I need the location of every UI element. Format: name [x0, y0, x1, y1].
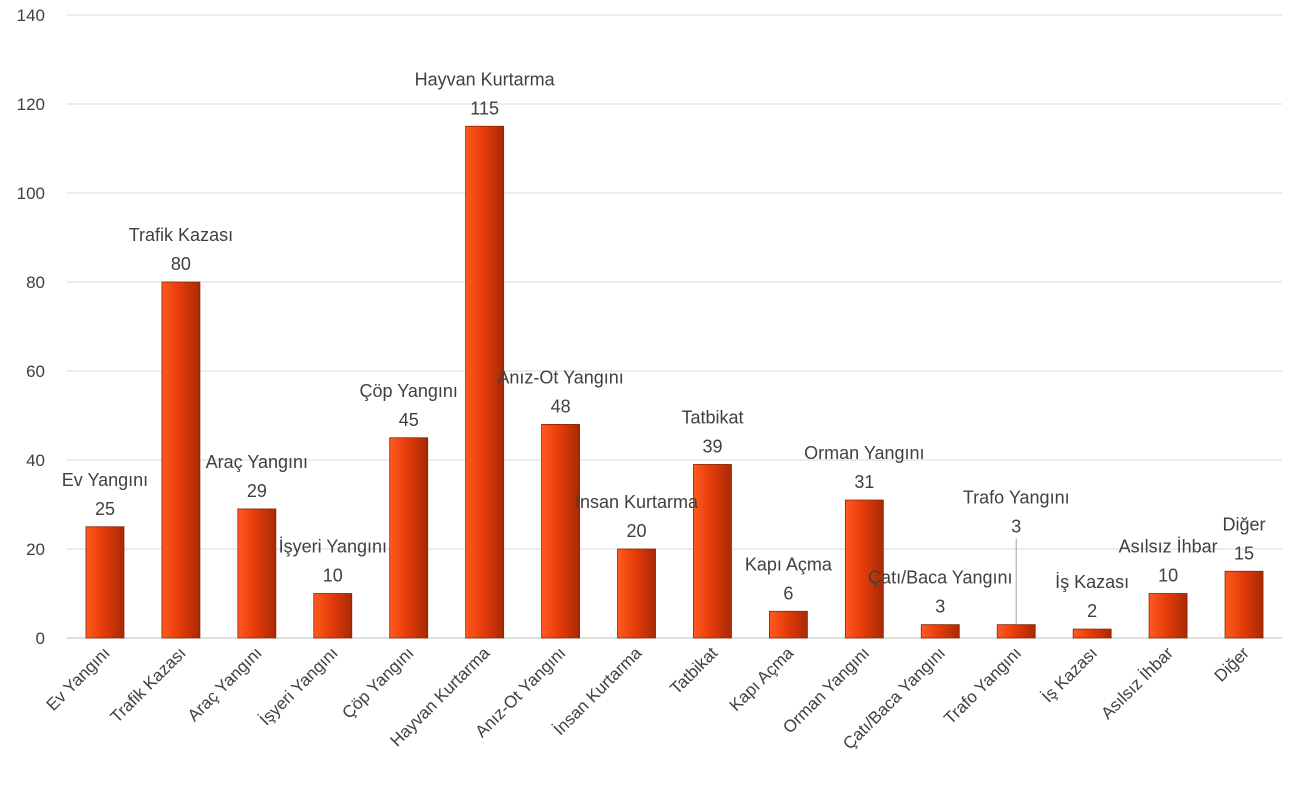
y-axis-ticks: 0 20 40 60 80 100 120 140: [17, 6, 45, 648]
data-label-category: Çatı/Baca Yangını: [868, 568, 1012, 588]
bar: [617, 548, 656, 639]
y-tick-label: 100: [17, 184, 45, 203]
data-label-value: 15: [1234, 543, 1254, 563]
bar: [1072, 628, 1112, 639]
bar: [844, 499, 884, 639]
x-tick-label: Diğer: [1211, 643, 1253, 685]
x-tick-label: İşyeri Yangını: [256, 643, 342, 729]
y-tick-label: 0: [36, 629, 45, 648]
x-tick-label: Asılsız İhbar: [1097, 643, 1177, 723]
y-tick-label: 40: [26, 451, 45, 470]
bar: [85, 526, 125, 639]
bar: [1224, 570, 1264, 639]
data-label-category: Çöp Yangını: [360, 381, 458, 401]
data-label-value: 45: [399, 410, 419, 430]
data-label-value: 29: [247, 481, 267, 501]
data-label-value: 6: [783, 583, 793, 603]
data-label-category: İnsan Kurtarma: [575, 492, 699, 512]
data-label-category: Hayvan Kurtarma: [415, 69, 556, 89]
data-label-category: Trafo Yangını: [963, 488, 1070, 508]
data-label-category: Ev Yangını: [62, 470, 148, 490]
data-label-category: Kapı Açma: [745, 554, 833, 574]
x-tick-label: Ev Yangını: [43, 643, 114, 714]
x-tick-label: Araç Yangını: [184, 643, 266, 725]
bar: [769, 610, 808, 639]
data-label-value: 3: [1011, 517, 1021, 537]
bar: [1148, 593, 1188, 639]
data-label-value: 39: [702, 436, 722, 456]
bar: [693, 464, 732, 639]
x-tick-label: Kapı Açma: [726, 643, 798, 715]
data-label-category: Trafik Kazası: [129, 225, 233, 245]
y-tick-label: 60: [26, 362, 45, 381]
bar: [996, 624, 1036, 639]
data-label-value: 25: [95, 499, 115, 519]
bars: [85, 125, 1264, 639]
bar: [920, 624, 960, 639]
x-tick-label: Çöp Yangını: [338, 643, 417, 722]
data-labels: Ev Yangını 25 Trafik Kazası 80 Araç Yangını 2…: [62, 69, 1266, 625]
data-label-value: 80: [171, 254, 191, 274]
y-tick-label: 80: [26, 273, 45, 292]
data-label-value: 10: [1158, 566, 1178, 586]
x-tick-label: Tatbikat: [666, 643, 721, 698]
data-label-value: 20: [627, 521, 647, 541]
data-label-value: 115: [470, 98, 499, 118]
data-label-category: Orman Yangını: [804, 443, 924, 463]
data-label-value: 2: [1087, 601, 1097, 621]
data-label-value: 3: [935, 597, 945, 617]
bar: [541, 423, 580, 639]
bar: [389, 437, 429, 639]
data-label-value: 31: [854, 472, 874, 492]
bar: [313, 593, 353, 639]
bar: [161, 281, 201, 639]
data-label-category: Asılsız İhbar: [1119, 537, 1218, 557]
x-tick-label: Trafo Yangını: [940, 643, 1025, 728]
x-tick-label: Trafik Kazası: [107, 643, 190, 726]
data-label-category: İşyeri Yangını: [279, 537, 387, 557]
data-label-category: İş Kazası: [1055, 572, 1129, 592]
y-tick-label: 140: [17, 6, 45, 25]
data-label-category: Diğer: [1223, 514, 1266, 534]
data-label-category: Anız-Ot Yangını: [497, 367, 623, 387]
data-label-value: 10: [323, 566, 343, 586]
data-label-category: Tatbikat: [681, 407, 743, 427]
y-tick-label: 120: [17, 95, 45, 114]
y-tick-label: 20: [26, 540, 45, 559]
bar: [465, 125, 505, 639]
data-label-category: Araç Yangını: [206, 452, 308, 472]
x-tick-label: İş Kazası: [1038, 643, 1101, 706]
data-label-value: 48: [551, 396, 571, 416]
bar: [237, 508, 277, 639]
